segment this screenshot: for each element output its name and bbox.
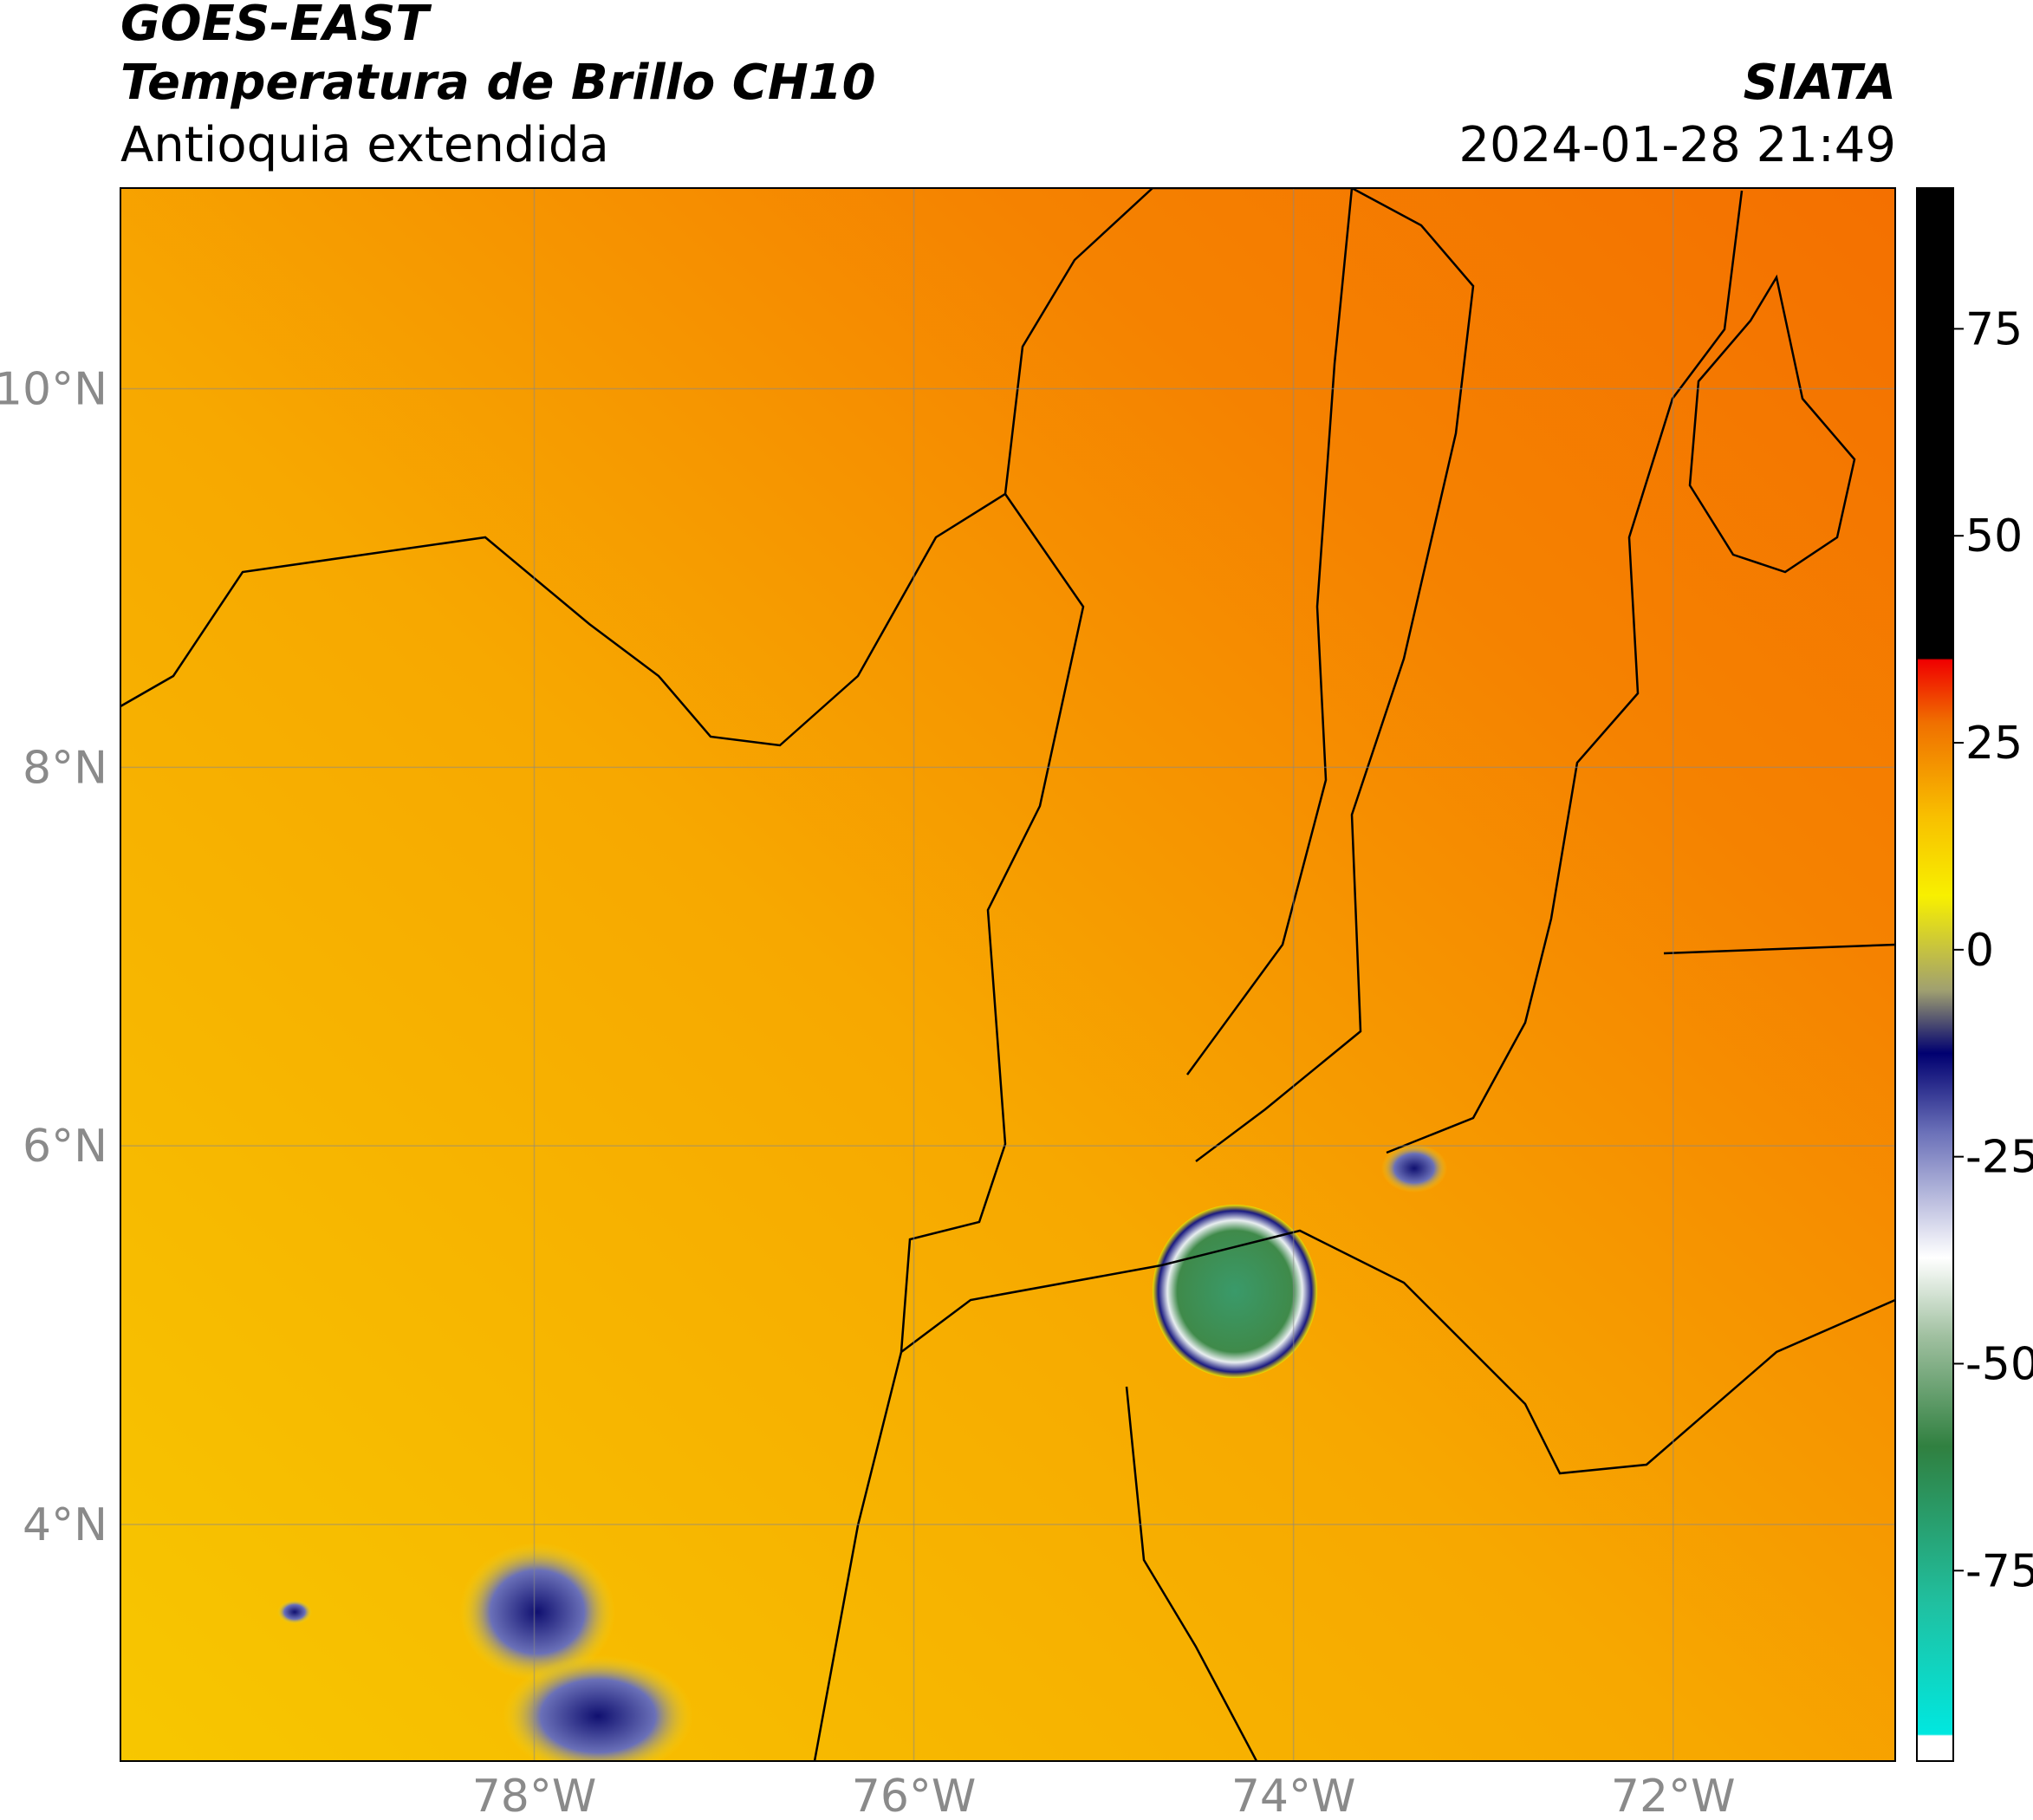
y-tick-label: 6°N [23,1121,107,1173]
storm-cell [1153,1205,1317,1378]
y-tick-label: 8°N [23,742,107,794]
y-tick-label: 4°N [23,1499,107,1551]
y-tick-label: 10°N [0,364,107,416]
storm-cell [1381,1144,1447,1193]
colorbar-tick-label: 50 [1965,510,2023,562]
source-label: SIATA [1743,55,1896,111]
map-image [120,188,1895,1761]
storm-cell [277,1600,312,1624]
colorbar-tick-label: -50 [1965,1338,2033,1390]
background-field [120,188,1895,1761]
x-tick-label: 74°W [1231,1771,1356,1820]
border-line [900,1229,1895,1761]
colorbar-tick-label: -75 [1965,1545,2033,1597]
border-line [1004,188,1354,1076]
datetime-label: 2024-01-28 21:49 [1458,117,1896,173]
map-frame [120,187,1896,1762]
x-tick-label: 76°W [852,1771,977,1820]
border-line [120,492,1085,1761]
colorbar-tick-label: 75 [1965,303,2023,355]
x-tick-label: 72°W [1611,1771,1736,1820]
product-title: Temperatura de Brillo CH10 [120,55,876,111]
storm-cell [503,1655,693,1761]
grid [120,188,1895,1761]
colorbar [1916,187,1954,1762]
satellite-title: GOES-EAST [120,0,429,52]
colorbar-tick-label: -25 [1965,1132,2033,1184]
x-tick-label: 78°W [472,1771,597,1820]
region-subtitle: Antioquia extendida [120,117,609,173]
colorbar-tick-label: 25 [1965,718,2023,770]
labels: 78°W 76°W 74°W 72°W 4°N 6°N 8°N 10°N -75 -50 -25 0 2… [0,303,2033,1820]
colorbar-tick-label: 0 [1965,925,1994,977]
coastline [1688,274,1856,574]
border-line [1195,188,1895,1162]
storm-cell [459,1543,615,1681]
